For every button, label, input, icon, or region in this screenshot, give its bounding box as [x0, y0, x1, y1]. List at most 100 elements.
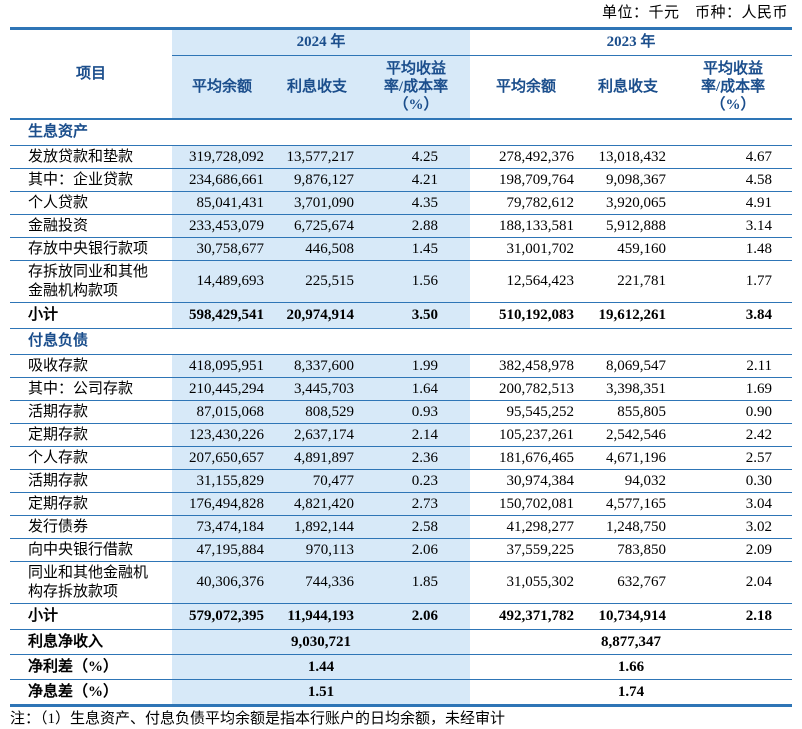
cell-2024-rate: 0.93	[362, 400, 471, 424]
cell-2023-rate: 1.48	[674, 237, 793, 261]
unit-currency-note: 单位：千元 币种：人民币	[601, 5, 788, 21]
cell-2024-interest: 744,336	[272, 561, 362, 604]
cell-2023-rate: 0.30	[674, 469, 793, 493]
column-group-2024: 2024 年	[172, 28, 471, 56]
data-row: 存拆放同业和其他 金融机构款项 14,489,693 225,515 1.56 12,5…	[10, 260, 793, 303]
data-row: 吸收存款 418,095,951 8,337,600 1.99 382,458,978 8…	[10, 354, 793, 378]
cell-2024-interest: 20,974,914	[272, 302, 362, 329]
row-label: 定期存款	[10, 423, 172, 447]
cell-2024-interest: 70,477	[272, 469, 362, 493]
cell-2023-interest: 3,920,065	[582, 191, 675, 215]
cell-2023-avg-balance: 198,709,764	[470, 168, 583, 192]
cell-2024-rate: 1.85	[362, 561, 471, 604]
cell-2024-interest: 13,577,217	[272, 145, 362, 169]
cell-2024-avg-balance: 14,489,693	[172, 260, 272, 303]
column-header-interest-2023: 利息收支	[582, 55, 675, 120]
column-header-yield-2024: 平均收益 率/成本率 （%）	[362, 55, 471, 120]
cell-2023-rate: 3.04	[674, 492, 793, 516]
cell-2023-avg-balance: 492,371,782	[470, 603, 583, 630]
span-row: 净利差（%） 1.44 1.66	[10, 654, 793, 680]
data-row: 同业和其他金融机 构存拆放款项 40,306,376 744,336 1.85 31,0…	[10, 561, 793, 604]
cell-2024-avg-balance: 210,445,294	[172, 377, 272, 401]
cell-2024-avg-balance: 31,155,829	[172, 469, 272, 493]
row-label: 其中：公司存款	[10, 377, 172, 401]
data-row: 其中：公司存款 210,445,294 3,445,703 1.64 200,782,5…	[10, 377, 793, 401]
cell-2023-avg-balance: 79,782,612	[470, 191, 583, 215]
data-row: 发放贷款和垫款 319,728,092 13,577,217 4.25 278,492,…	[10, 145, 793, 169]
cell-2023-interest: 19,612,261	[582, 302, 675, 329]
cell-2023-rate: 2.42	[674, 423, 793, 447]
data-row: 定期存款 176,494,828 4,821,420 2.73 150,702,081 4…	[10, 492, 793, 516]
row-label: 吸收存款	[10, 354, 172, 378]
cell-2023-interest: 3,398,351	[582, 377, 675, 401]
cell-2024-interest: 446,508	[272, 237, 362, 261]
cell-2023-avg-balance: 30,974,384	[470, 469, 583, 493]
cell-2024-rate: 1.99	[362, 354, 471, 378]
cell-2023-rate: 2.09	[674, 538, 793, 562]
cell-2024-interest: 808,529	[272, 400, 362, 424]
row-label: 活期存款	[10, 469, 172, 493]
cell-2023-rate: 0.90	[674, 400, 793, 424]
cell-2024-interest: 3,701,090	[272, 191, 362, 215]
cell-2024-rate: 2.73	[362, 492, 471, 516]
row-label: 发放贷款和垫款	[10, 145, 172, 169]
cell-2024-avg-balance: 598,429,541	[172, 302, 272, 329]
cell-2024-rate: 1.64	[362, 377, 471, 401]
row-label: 小计	[10, 302, 172, 329]
cell-2023-avg-balance: 181,676,465	[470, 446, 583, 470]
cell-2023-interest: 10,734,914	[582, 603, 675, 630]
cell-2023-rate: 2.04	[674, 561, 793, 604]
row-label: 其中：企业贷款	[10, 168, 172, 192]
row-label: 小计	[10, 603, 172, 630]
cell-2023-rate: 1.69	[674, 377, 793, 401]
section-row: 生息资产	[10, 119, 793, 146]
row-label: 向中央银行借款	[10, 538, 172, 562]
cell-2024-rate: 2.06	[362, 603, 471, 630]
cell-2024-rate: 1.45	[362, 237, 471, 261]
cell-2023-avg-balance: 510,192,083	[470, 302, 583, 329]
cell-2023-rate: 4.91	[674, 191, 793, 215]
cell-2023-avg-balance: 278,492,376	[470, 145, 583, 169]
cell-2023-rate: 2.57	[674, 446, 793, 470]
cell-2023-avg-balance: 188,133,581	[470, 214, 583, 238]
column-header-avg-balance-2023: 平均余额	[470, 55, 583, 120]
cell-2023-interest: 8,069,547	[582, 354, 675, 378]
cell-2023-interest: 5,912,888	[582, 214, 675, 238]
cell-2023-interest: 855,805	[582, 400, 675, 424]
cell-2024-avg-balance: 40,306,376	[172, 561, 272, 604]
cell-2024-avg-balance: 233,453,079	[172, 214, 272, 238]
cell-2023-interest: 221,781	[582, 260, 675, 303]
row-label: 净息差（%）	[10, 679, 172, 706]
cell-2023-avg-balance: 382,458,978	[470, 354, 583, 378]
cell-2024-avg-balance: 176,494,828	[172, 492, 272, 516]
cell-2024-rate: 2.58	[362, 515, 471, 539]
cell-2023-avg-balance: 105,237,261	[470, 423, 583, 447]
row-label: 发行债券	[10, 515, 172, 539]
cell-2024-avg-balance: 85,041,431	[172, 191, 272, 215]
cell-2023-avg-balance: 95,545,252	[470, 400, 583, 424]
cell-2024-avg-balance: 73,474,184	[172, 515, 272, 539]
data-row: 个人存款 207,650,657 4,891,897 2.36 181,676,465 4…	[10, 446, 793, 470]
column-header-avg-balance-2024: 平均余额	[172, 55, 272, 120]
cell-2024-rate: 2.88	[362, 214, 471, 238]
row-label: 利息净收入	[10, 629, 172, 655]
subtotal-row: 小计 579,072,395 11,944,193 2.06 492,371,782 10…	[10, 603, 793, 630]
cell-2023-interest: 783,850	[582, 538, 675, 562]
cell-2023-interest: 632,767	[582, 561, 675, 604]
cell-2023-rate: 3.84	[674, 302, 793, 329]
data-row: 其中：企业贷款 234,686,661 9,876,127 4.21 198,709,7…	[10, 168, 793, 192]
cell-2023-rate: 4.58	[674, 168, 793, 192]
cell-2024-rate: 4.35	[362, 191, 471, 215]
cell-2023-interest: 4,671,196	[582, 446, 675, 470]
cell-2023-avg-balance: 150,702,081	[470, 492, 583, 516]
row-label: 净利差（%）	[10, 654, 172, 680]
cell-2023-rate: 3.02	[674, 515, 793, 539]
cell-2023-interest: 459,160	[582, 237, 675, 261]
section-row: 付息负债	[10, 328, 793, 355]
cell-2024-interest: 225,515	[272, 260, 362, 303]
cell-2023-rate: 3.14	[674, 214, 793, 238]
footnote: 注：（1）生息资产、付息负债平均余额是指本行账户的日均余额，未经审计	[10, 711, 506, 727]
cell-2024-interest: 4,891,897	[272, 446, 362, 470]
cell-2024-rate: 4.21	[362, 168, 471, 192]
cell-2024-avg-balance: 319,728,092	[172, 145, 272, 169]
